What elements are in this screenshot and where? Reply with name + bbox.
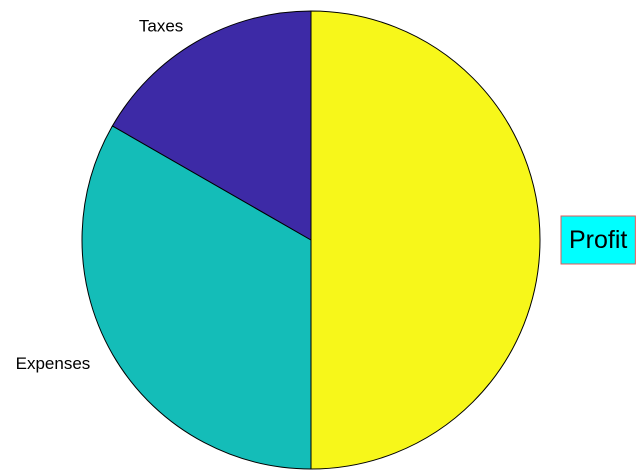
pie-label-profit: Profit	[560, 215, 636, 265]
pie-slice-taxes	[111, 10, 312, 241]
pie-label-text-expenses: Expenses	[16, 354, 91, 373]
pie-label-box-profit	[560, 215, 636, 265]
pie-label-text-taxes: Taxes	[139, 17, 183, 36]
pie-labels: Profit Expenses Taxes	[16, 17, 636, 373]
pie-label-text-profit: Profit	[569, 226, 627, 254]
pie-slices	[81, 10, 541, 470]
pie-slice-profit	[310, 10, 541, 470]
pie-label-taxes: Taxes	[139, 17, 183, 36]
pie-label-expenses: Expenses	[16, 354, 91, 373]
pie-slice-expenses	[81, 125, 312, 470]
